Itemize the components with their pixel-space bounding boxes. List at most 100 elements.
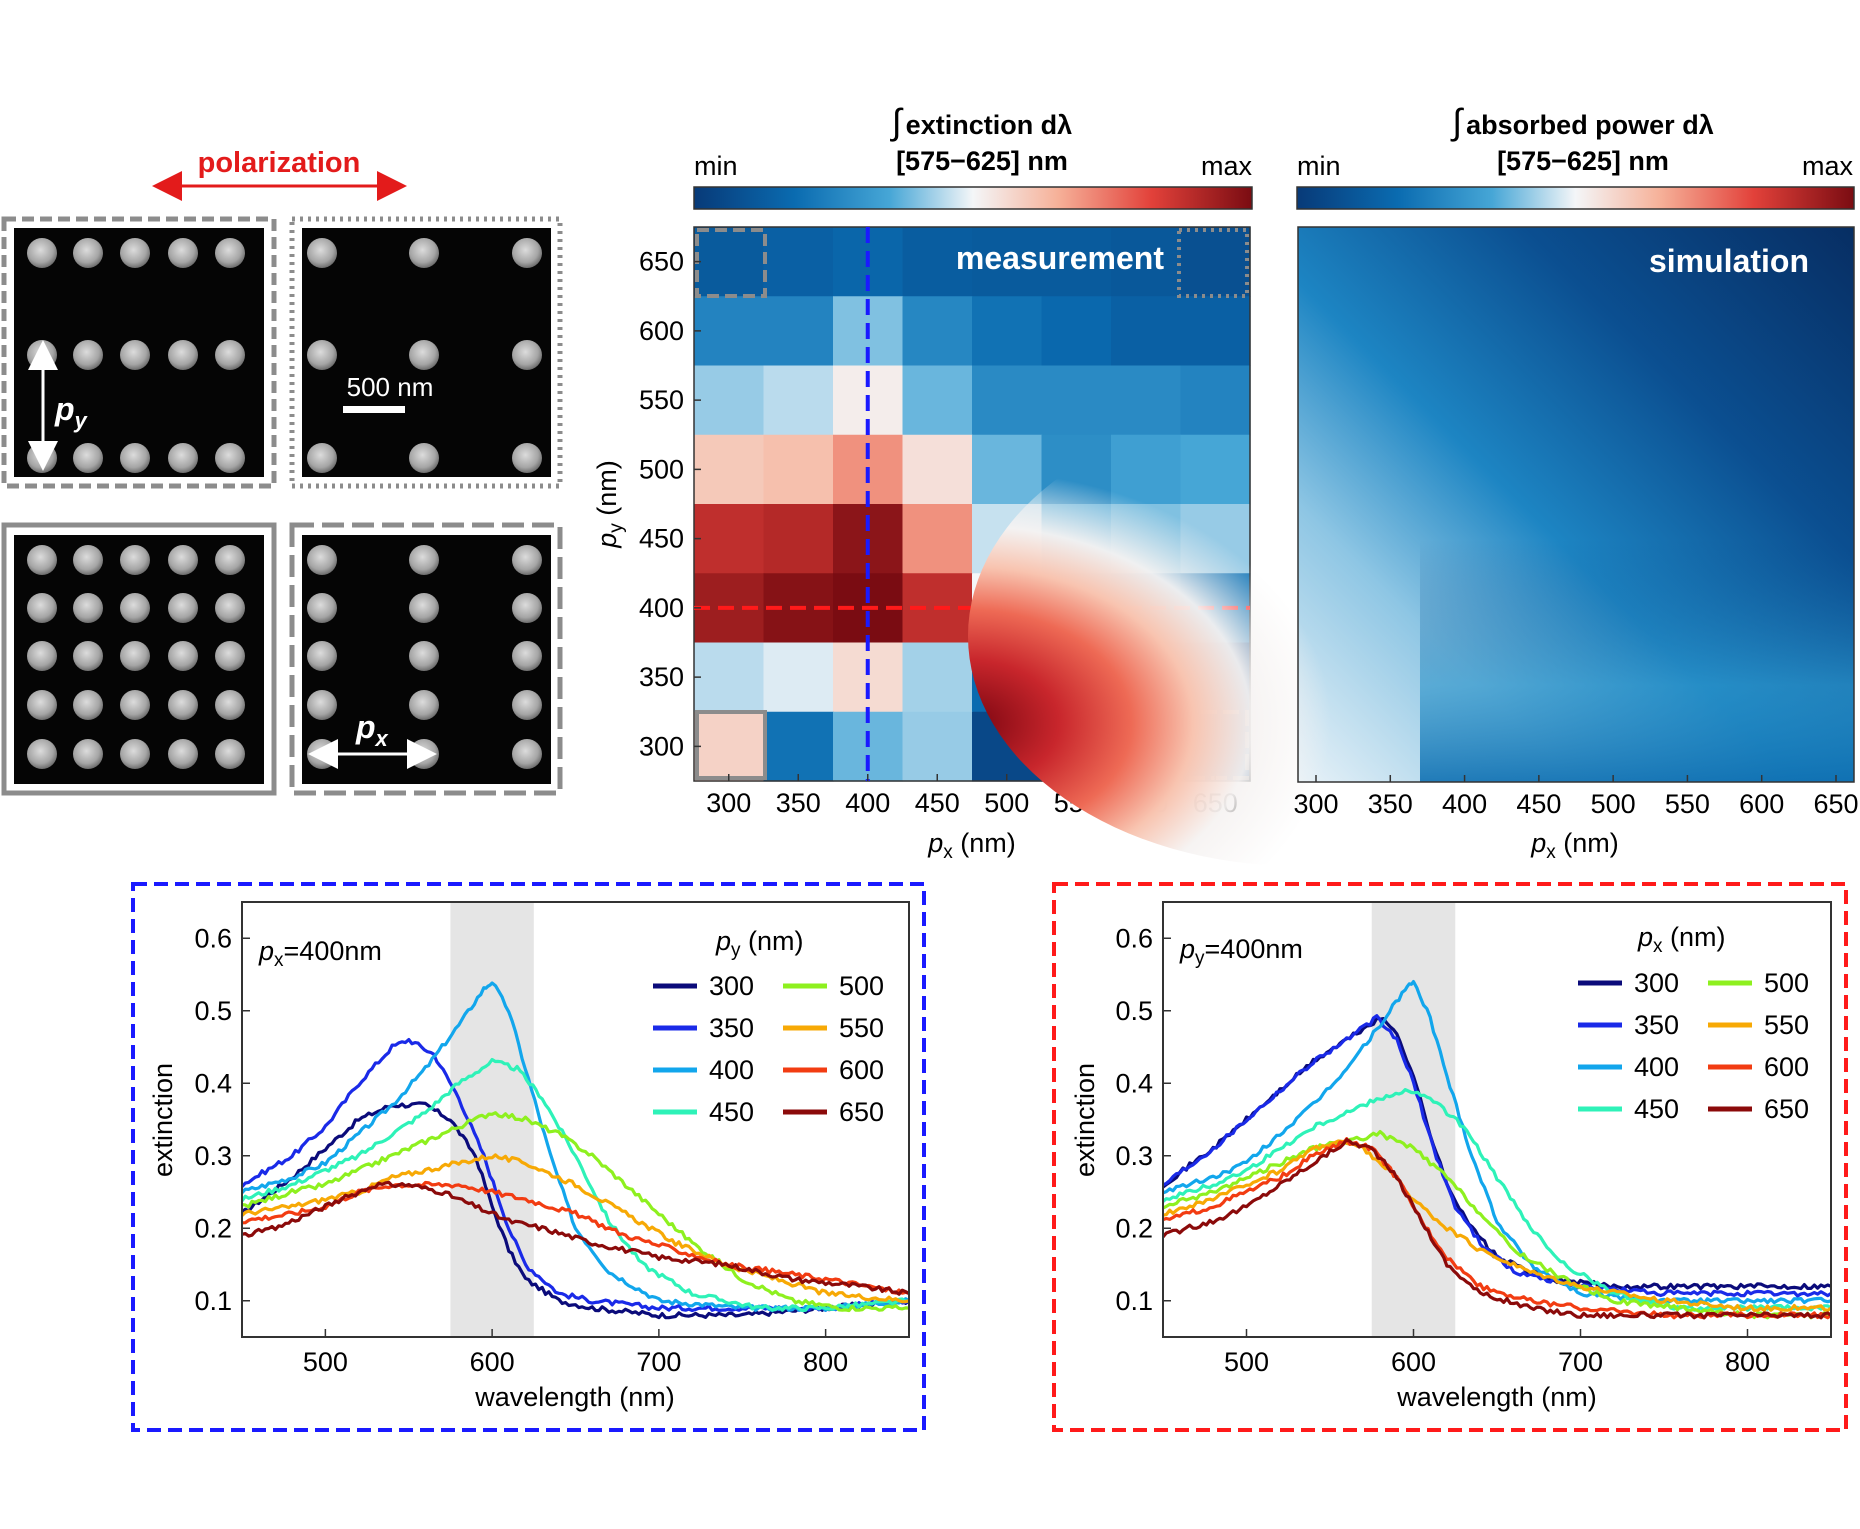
left-chart-dashed-frame: [131, 882, 926, 1432]
right-legend-title: px (nm): [1637, 922, 1726, 957]
sem-dot: [307, 690, 337, 720]
sem-dot: [409, 443, 439, 473]
heatmap-cell: [972, 296, 1043, 367]
sem-dot: [120, 238, 150, 268]
x-tick-label: 700: [636, 1347, 681, 1377]
sem-dot: [27, 641, 57, 671]
heatmap-cell: [763, 642, 834, 713]
sem-dot: [120, 593, 150, 623]
heatmap-cell: [902, 227, 973, 297]
series-line-300: [1163, 1016, 1831, 1291]
corner-marker-bottom-left: [695, 710, 767, 780]
series-line-500: [1163, 1130, 1831, 1320]
py-label: py: [54, 391, 89, 433]
sem-frame-top-right: [289, 216, 563, 489]
legend-label: 550: [1764, 1010, 1809, 1040]
heatmap-cell: [833, 642, 904, 713]
heatmap-cell: [763, 296, 834, 367]
measurement-title-line2: [575−625] nm: [896, 146, 1068, 176]
x-tick-label: 600: [470, 1347, 515, 1377]
left-series-lines: [242, 981, 909, 1320]
y-tick-label: 650: [639, 247, 684, 277]
simulation-xlabel: px (nm): [1530, 828, 1619, 863]
simulation-cbar-min: min: [1297, 151, 1341, 181]
heatmap-cell: [763, 504, 834, 574]
corner-marker-top-left: [695, 228, 767, 298]
left-legend: 300 350 400 450 500 550 600 650: [653, 971, 884, 1127]
sem-dot: [215, 545, 245, 575]
px-label: px: [355, 709, 389, 751]
sem-dot: [215, 238, 245, 268]
simulation-cbar-max: max: [1802, 151, 1854, 181]
sem-dot: [409, 340, 439, 370]
sem-dot: [27, 238, 57, 268]
sem-dot: [409, 690, 439, 720]
sem-frame-bottom-left: [1, 522, 277, 796]
sem-dot: [168, 238, 198, 268]
heatmap-cell: [694, 365, 765, 436]
left-legend-title: py (nm): [715, 926, 804, 961]
legend-label: 300: [1634, 968, 1679, 998]
legend-label: 600: [839, 1055, 884, 1085]
x-tick-label: 600: [1391, 1347, 1436, 1377]
y-tick-label: 500: [639, 454, 684, 484]
left-annotation: px=400nm: [258, 936, 382, 971]
sem-dot: [168, 641, 198, 671]
heatmap-cell: [1041, 227, 1112, 297]
heatmap-cell: [694, 227, 765, 297]
legend-label: 400: [1634, 1052, 1679, 1082]
y-tick-label: 550: [639, 385, 684, 415]
scale-bar-label: 500 nm: [347, 372, 434, 402]
series-line-550: [1163, 1139, 1831, 1312]
legend-label: 500: [1764, 968, 1809, 998]
sem-nanodisk-dots: [27, 238, 542, 769]
simulation-heatmap-group: ∫ absorbed power dλ [575−625] nm min max …: [968, 101, 1859, 866]
x-tick-label: 650: [1813, 789, 1858, 819]
y-tick-label: 300: [639, 731, 684, 761]
x-tick-label: 400: [845, 788, 890, 818]
sem-dot: [168, 545, 198, 575]
y-tick-label: 450: [639, 524, 684, 554]
heatmap-cell: [763, 365, 834, 436]
heatmap-cell: [694, 504, 765, 574]
series-line-450: [242, 1057, 909, 1313]
y-tick-label: 0.2: [194, 1213, 232, 1243]
x-tick-label: 800: [803, 1347, 848, 1377]
x-tick-label: 450: [1516, 789, 1561, 819]
x-tick-label: 400: [1442, 789, 1487, 819]
right-highlight-band: [1371, 902, 1456, 1337]
sem-dot: [168, 739, 198, 769]
series-line-450: [1163, 1088, 1831, 1312]
heatmap-cell: [902, 365, 973, 436]
y-tick-label: 0.6: [194, 923, 232, 953]
sem-dot: [307, 593, 337, 623]
sem-dot: [307, 545, 337, 575]
sem-dot: [215, 641, 245, 671]
legend-label: 650: [839, 1097, 884, 1127]
measurement-y-ticks: 300 350 400 450 500 550 600 650: [639, 247, 701, 761]
right-chart-dashed-frame: [1052, 882, 1848, 1432]
y-tick-label: 0.4: [194, 1068, 232, 1098]
x-tick-label: 500: [984, 788, 1029, 818]
sem-dot: [168, 690, 198, 720]
sem-dot: [512, 593, 542, 623]
y-tick-label: 0.5: [1115, 996, 1153, 1026]
y-tick-label: 600: [639, 316, 684, 346]
right-plot-frame: [1162, 901, 1832, 1338]
sem-dot: [307, 340, 337, 370]
heatmap-cell: [763, 434, 834, 505]
legend-label: 650: [1764, 1094, 1809, 1124]
sem-dot: [73, 238, 103, 268]
x-tick-label: 300: [706, 788, 751, 818]
sem-frame-bottom-right: [289, 522, 563, 796]
x-tick-label: 700: [1558, 1347, 1603, 1377]
sem-dot: [73, 739, 103, 769]
sem-dot: [120, 739, 150, 769]
sem-dot: [168, 593, 198, 623]
corner-marker-top-right: [1177, 228, 1249, 298]
sem-dot: [27, 690, 57, 720]
series-line-650: [1163, 1137, 1831, 1320]
heatmap-cell: [972, 227, 1043, 297]
